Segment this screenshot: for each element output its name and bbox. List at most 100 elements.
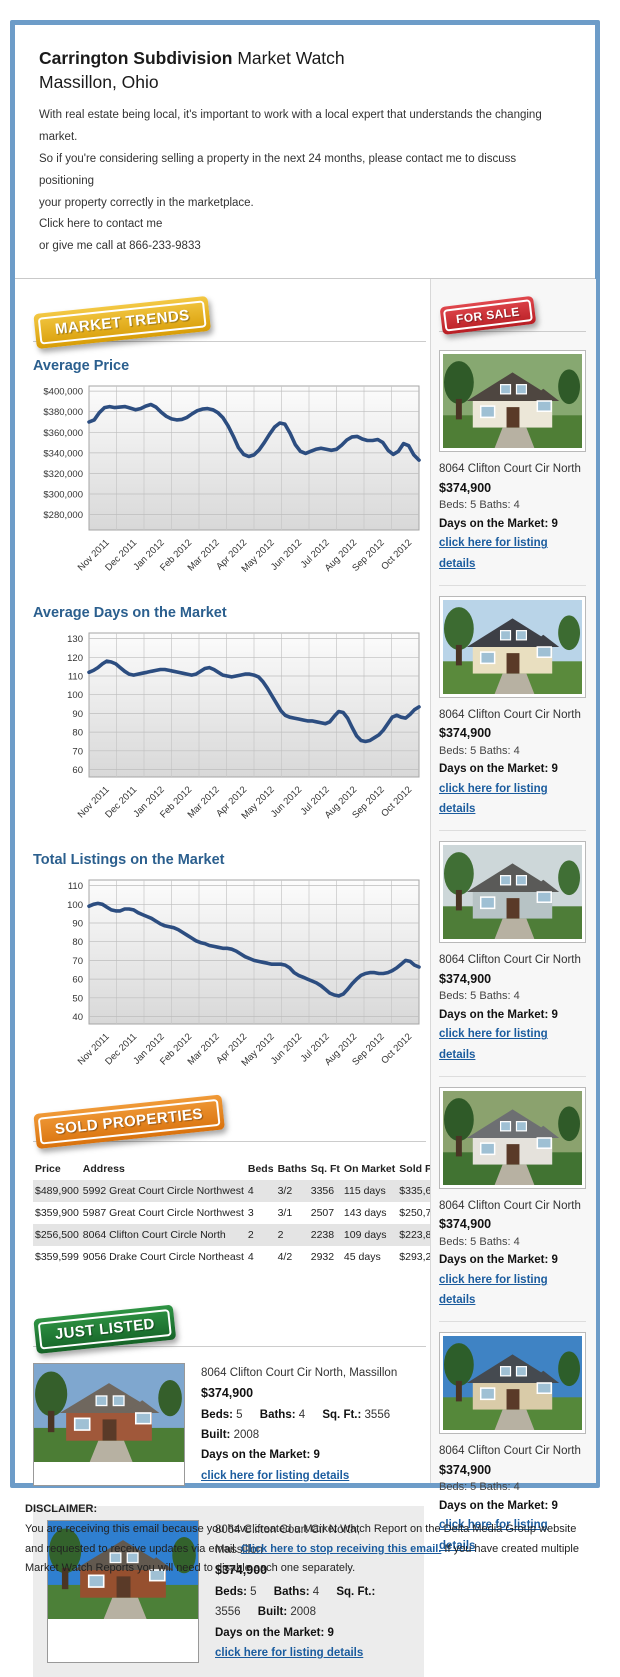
just-listed-badge: JUST LISTED (33, 1304, 177, 1355)
svg-text:$400,000: $400,000 (43, 387, 83, 398)
table-row: $489,900 5992 Great Court Circle Northwes… (33, 1180, 453, 1203)
svg-text:110: 110 (68, 881, 83, 892)
listing-specs: Beds: 5 Baths: 4 Sq. Ft.: 3556 Built: 20… (215, 1586, 376, 1619)
listing-details-link[interactable]: click here for listing details (439, 1273, 548, 1307)
contact-me-link[interactable]: Click here to contact me (39, 218, 163, 231)
disclaimer-body-pre: You are receiving this email because you… (25, 1522, 577, 1555)
listing-details-link[interactable]: click here for listing details (439, 1519, 548, 1552)
listing-details-link[interactable]: click here for listing details (439, 537, 548, 570)
just-listed-header-rule: JUST LISTED (33, 1298, 426, 1355)
svg-text:100: 100 (67, 690, 83, 701)
listing-address: 8064 Clifton Court Cir North (439, 1445, 581, 1458)
listing-price: $374,900 (439, 1217, 492, 1232)
svg-text:70: 70 (72, 746, 83, 757)
svg-text:$340,000: $340,000 (43, 449, 83, 460)
listing-price: $374,900 (215, 1563, 268, 1578)
page-title-rest: Market Watch (237, 48, 345, 68)
for-sale-listing: 8064 Clifton Court Cir North $374,900 Be… (439, 595, 586, 832)
listing-address: 8064 Clifton Court Cir North (439, 1199, 581, 1212)
for-sale-listing: 8064 Clifton Court Cir North $374,900 Be… (439, 1332, 586, 1567)
for-sale-header-rule: FOR SALE (439, 291, 586, 336)
page-title-bold: Carrington Subdivision (39, 48, 233, 68)
average-days-chart: 60 70 80 90 100 110 120 130 Nov 2011 Dec 2011 Jan … (31, 627, 426, 838)
total-listings-heading: Total Listings on the Market (33, 852, 225, 869)
svg-text:$380,000: $380,000 (43, 407, 83, 418)
property-photo (439, 841, 586, 944)
market-trends-header-rule: MARKET TRENDS (33, 293, 426, 350)
svg-text:120: 120 (67, 653, 83, 664)
listing-details-link[interactable]: click here for listing details (439, 782, 548, 816)
disclaimer-heading: DISCLAIMER: (25, 1503, 98, 1515)
property-photo (439, 1332, 586, 1435)
total-listings-chart: 40 50 60 70 80 90 100 110 Nov 2011 Dec 2011 Jan 20… (31, 874, 426, 1085)
for-sale-badge: FOR SALE (439, 295, 537, 336)
email-header: Carrington Subdivision Market Watch Mass… (15, 25, 595, 278)
svg-text:$300,000: $300,000 (43, 490, 83, 501)
email-container: Carrington Subdivision Market Watch Mass… (10, 20, 600, 1677)
svg-text:110: 110 (68, 672, 83, 683)
average-days-heading: Average Days on the Market (33, 605, 227, 622)
listing-address: 8064 Clifton Court Cir North (439, 954, 581, 967)
listing-days-on-market: Days on the Market: 9 (439, 1254, 558, 1267)
table-row: $256,500 8064 Clifton Court Circle North 2… (33, 1224, 453, 1247)
sold-properties-table: Price Address Beds Baths Sq. Ft On Marke… (33, 1158, 453, 1268)
col-header-on-market: On Market (343, 1163, 396, 1176)
svg-text:90: 90 (72, 919, 83, 930)
listing-price: $374,900 (439, 971, 492, 986)
unsubscribe-link[interactable]: Click here to stop receiving this email. (240, 1542, 442, 1555)
svg-text:100: 100 (67, 900, 83, 911)
sold-properties-header-rule: SOLD PROPERTIES (33, 1093, 426, 1150)
listing-details-link[interactable]: click here for listing details (439, 1028, 548, 1061)
listing-days-on-market: Days on the Market: 9 (201, 1449, 320, 1462)
listing-address: 8064 Clifton Court Cir North (439, 463, 581, 476)
content-area: MARKET TRENDS Average Price $280,000 $300… (15, 278, 596, 1677)
market-trends-badge-label: MARKET TRENDS (37, 300, 207, 345)
disclaimer: DISCLAIMER: You are receiving this email… (25, 1500, 597, 1579)
col-header-sqft: Sq. Ft (310, 1163, 340, 1176)
listing-details-link[interactable]: click here for listing details (201, 1469, 350, 1482)
svg-text:Oct 2012: Oct 2012 (379, 784, 414, 819)
listing-details-link[interactable]: click here for listing details (215, 1646, 364, 1659)
listing-beds-baths: Beds: 5 Baths: 4 (439, 744, 520, 757)
market-trends-badge: MARKET TRENDS (33, 296, 212, 350)
intro-line-2: So if you're considering selling a prope… (39, 152, 517, 187)
just-listed-item: 8064 Clifton Court Cir North, Massillon … (33, 1363, 426, 1487)
intro-paragraph: With real estate being local, it's impor… (39, 105, 571, 258)
listing-address: 8064 Clifton Court Cir North, Massillon (215, 1524, 361, 1557)
listing-beds-baths: Beds: 5 Baths: 4 (439, 990, 520, 1003)
intro-line-1: With real estate being local, it's impor… (39, 109, 542, 144)
for-sale-badge-label: FOR SALE (442, 299, 533, 332)
listing-price: $374,900 (439, 1462, 492, 1477)
svg-text:70: 70 (72, 956, 83, 967)
main-column: MARKET TRENDS Average Price $280,000 $300… (15, 279, 453, 1677)
listing-days-on-market: Days on the Market: 9 (215, 1626, 334, 1639)
col-header-address: Address (82, 1163, 125, 1176)
disclaimer-body-post: If you have created multiple Market Watc… (25, 1542, 579, 1575)
listing-specs: Beds: 5 Baths: 4 Sq. Ft.: 3556 Built: 20… (201, 1409, 391, 1442)
svg-text:$320,000: $320,000 (43, 469, 83, 480)
listing-days-on-market: Days on the Market: 9 (439, 517, 558, 530)
table-row: $359,900 5987 Great Court Circle Northwes… (35, 1207, 444, 1220)
svg-text:60: 60 (72, 975, 83, 986)
listing-beds-baths: Beds: 5 Baths: 4 (439, 1481, 520, 1494)
svg-text:40: 40 (72, 1012, 83, 1023)
page-subtitle: Massillon, Ohio (39, 71, 159, 92)
just-listed-badge-label: JUST LISTED (37, 1309, 173, 1350)
col-header-price: Price (35, 1163, 61, 1176)
listing-address: 8064 Clifton Court Cir North (439, 708, 581, 721)
svg-text:80: 80 (72, 728, 83, 739)
for-sale-listing: 8064 Clifton Court Cir North $374,900 Be… (439, 350, 586, 586)
property-photo (33, 1363, 185, 1487)
svg-text:130: 130 (67, 634, 83, 645)
for-sale-sidebar: FOR SALE 8064 Clifton Court Cir North $3… (430, 279, 596, 1552)
sold-properties-badge-label: SOLD PROPERTIES (37, 1099, 221, 1145)
svg-text:Oct 2012: Oct 2012 (379, 1031, 414, 1066)
svg-text:50: 50 (72, 993, 83, 1004)
col-header-baths: Baths (277, 1163, 307, 1176)
property-photo (439, 350, 586, 453)
listing-price: $374,900 (439, 480, 492, 495)
intro-line-3: your property correctly in the marketpla… (39, 193, 571, 259)
property-photo (439, 1086, 586, 1189)
svg-text:Oct 2012: Oct 2012 (379, 537, 414, 572)
for-sale-listing: 8064 Clifton Court Cir North $374,900 Be… (439, 841, 586, 1077)
